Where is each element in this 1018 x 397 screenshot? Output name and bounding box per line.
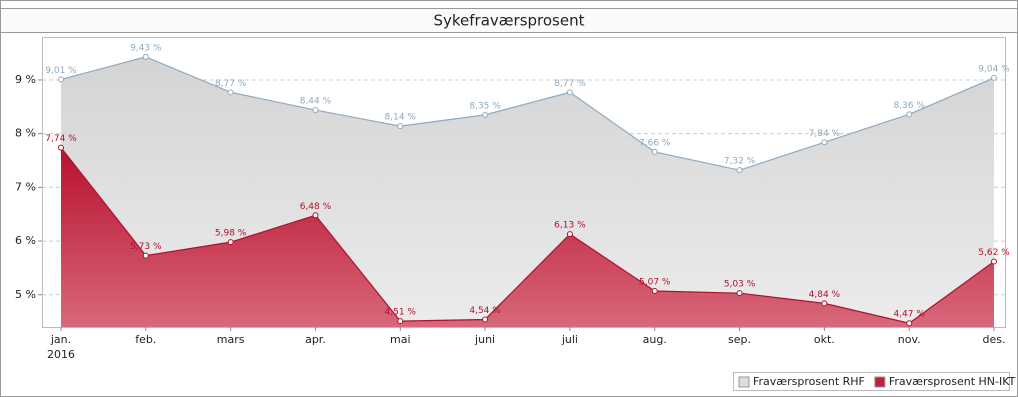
x-tick-label: jan. xyxy=(50,333,71,346)
value-label: 8,35 % xyxy=(469,101,501,111)
value-label: 4,47 % xyxy=(893,310,925,320)
value-label: 4,54 % xyxy=(469,306,501,316)
point xyxy=(58,76,64,83)
point xyxy=(991,258,997,265)
point xyxy=(566,231,573,238)
value-label: 6,13 % xyxy=(554,221,586,231)
point xyxy=(566,89,573,96)
value-label: 5,07 % xyxy=(639,278,671,288)
x-tick-label: feb. xyxy=(135,333,156,346)
point xyxy=(821,300,828,307)
point xyxy=(651,288,658,295)
line xyxy=(60,56,995,171)
value-label: 8,36 % xyxy=(893,101,925,111)
point xyxy=(312,107,319,114)
value-label: 6,48 % xyxy=(300,202,332,212)
y-tick-label: 5 % xyxy=(15,288,36,301)
value-label: 8,14 % xyxy=(385,113,417,123)
x-sublabel: 2016 xyxy=(47,348,75,361)
value-label: 5,03 % xyxy=(724,280,756,290)
point xyxy=(397,318,404,325)
x-tick-label: sep. xyxy=(728,333,751,346)
x-tick-label: juli xyxy=(561,333,578,346)
x-tick-label: des. xyxy=(983,333,1006,346)
point xyxy=(906,111,913,118)
point xyxy=(227,239,234,246)
value-label: 5,98 % xyxy=(215,229,247,239)
point xyxy=(736,290,743,297)
value-label: 9,04 % xyxy=(978,64,1010,74)
value-label: 7,84 % xyxy=(809,129,841,139)
point xyxy=(991,74,997,81)
chart-title: Sykefraværsprosent xyxy=(434,12,585,30)
point xyxy=(736,167,743,174)
point xyxy=(906,320,913,327)
legend-box xyxy=(733,372,1010,391)
y-tick-label: 8 % xyxy=(15,127,36,140)
value-label: 4,51 % xyxy=(385,308,417,318)
value-label: 5,62 % xyxy=(978,248,1010,258)
value-label: 8,77 % xyxy=(215,79,247,89)
value-label: 8,77 % xyxy=(554,79,586,89)
value-label: 4,84 % xyxy=(809,290,841,300)
y-tick-label: 9 % xyxy=(15,73,36,86)
x-tick-label: mai xyxy=(390,333,411,346)
x-tick-label: apr. xyxy=(305,333,326,346)
legend-swatch xyxy=(874,376,886,388)
x-tick-label: nov. xyxy=(898,333,921,346)
point xyxy=(651,148,658,155)
value-label: 5,73 % xyxy=(130,242,162,252)
value-label: 7,32 % xyxy=(724,157,756,167)
value-label: 9,43 % xyxy=(130,43,162,53)
point xyxy=(821,139,828,146)
point xyxy=(482,316,489,323)
line xyxy=(60,147,995,324)
value-label: 7,74 % xyxy=(45,134,77,144)
legend-label: Fraværsprosent RHF xyxy=(753,375,865,388)
y-tick-label: 6 % xyxy=(15,234,36,247)
x-tick-label: okt. xyxy=(814,333,835,346)
legend-swatch xyxy=(738,376,750,388)
area-fill xyxy=(61,147,994,327)
point xyxy=(482,111,489,118)
point xyxy=(142,252,149,259)
title-bar xyxy=(0,8,1018,33)
x-tick-label: aug. xyxy=(643,333,667,346)
point xyxy=(227,89,234,96)
value-label: 8,44 % xyxy=(300,97,332,107)
point xyxy=(397,123,404,130)
x-tick-label: mars xyxy=(217,333,245,346)
y-tick-label: 7 % xyxy=(15,180,36,193)
point xyxy=(142,53,149,60)
point xyxy=(58,144,64,151)
x-tick-label: juni xyxy=(474,333,495,346)
value-label: 9,01 % xyxy=(45,66,77,76)
value-label: 7,66 % xyxy=(639,138,671,148)
legend-label: Fraværsprosent HN-IKT xyxy=(889,375,1016,388)
point xyxy=(312,212,319,219)
